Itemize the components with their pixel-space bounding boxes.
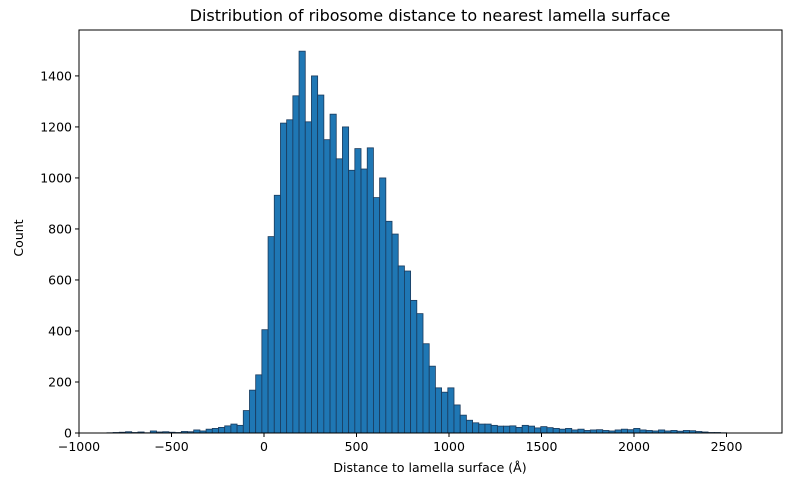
histogram-bar (311, 76, 317, 433)
histogram-bar (398, 266, 404, 433)
x-tick-label: 1500 (526, 439, 558, 454)
histogram-bar (559, 429, 565, 433)
histogram-bar (299, 51, 305, 433)
histogram-bar (634, 428, 640, 433)
histogram-bar (336, 159, 342, 433)
histogram-bar (349, 170, 355, 433)
x-tick-label: 2000 (618, 439, 650, 454)
y-axis-label: Count (11, 219, 26, 256)
histogram-bar (473, 423, 479, 433)
x-axis-ticks: −1000 −500 0 500 1000 1500 2000 2500 (58, 433, 743, 454)
histogram-bar (504, 426, 510, 433)
histogram-bar (578, 429, 584, 433)
histogram-bar (417, 314, 423, 433)
y-tick-label: 0 (64, 426, 72, 441)
histogram-bar (342, 127, 348, 433)
histogram-bar (305, 122, 311, 433)
histogram-bar (553, 428, 559, 433)
chart-title: Distribution of ribosome distance to nea… (190, 6, 671, 25)
histogram-bar (423, 344, 429, 433)
histogram-bar (231, 424, 237, 433)
histogram-bar (243, 411, 249, 433)
histogram-bar (404, 271, 410, 433)
histogram-bar (293, 96, 299, 433)
histogram-bar (212, 428, 218, 433)
histogram-bar (318, 95, 324, 433)
histogram-bar (411, 300, 417, 433)
histogram-bar (448, 388, 454, 433)
y-tick-label: 1000 (40, 170, 72, 185)
histogram-bar (621, 429, 627, 433)
y-axis-ticks: 0 200 400 600 800 1000 1200 1400 (40, 68, 79, 440)
histogram-bar (541, 427, 547, 433)
y-tick-label: 200 (48, 374, 72, 389)
histogram-bar (510, 426, 516, 433)
histogram-bar (460, 415, 466, 433)
histogram-bar (330, 114, 336, 433)
histogram-bar (528, 426, 534, 433)
histogram-bar (491, 425, 497, 433)
histogram-bar (479, 424, 485, 433)
histogram-bar (535, 428, 541, 433)
histogram-bar (386, 221, 392, 433)
x-tick-label: 500 (345, 439, 369, 454)
histogram-bar (373, 198, 379, 433)
histogram-bar (256, 375, 262, 433)
histogram-bar (355, 149, 361, 433)
histogram-bar (380, 178, 386, 433)
histogram-bar (522, 425, 528, 433)
y-tick-label: 400 (48, 323, 72, 338)
histogram-bar (324, 140, 330, 433)
x-tick-label: −500 (154, 439, 188, 454)
histogram-bar (485, 424, 491, 433)
histogram-bar (466, 420, 472, 433)
histogram-bar (280, 123, 286, 433)
histogram-bar (249, 390, 255, 433)
histogram-bar (454, 405, 460, 433)
histogram-bar (497, 426, 503, 433)
histogram-bar (361, 169, 367, 433)
y-tick-label: 1200 (40, 119, 72, 134)
x-tick-label: 2500 (711, 439, 743, 454)
histogram-bar (287, 120, 293, 433)
histogram-bar (429, 366, 435, 433)
y-tick-label: 800 (48, 221, 72, 236)
x-tick-label: −1000 (58, 439, 100, 454)
x-axis-label: Distance to lamella surface (Å) (333, 460, 526, 475)
bars-group (107, 51, 727, 433)
histogram-bar (442, 392, 448, 433)
x-tick-label: 1000 (433, 439, 465, 454)
histogram-bar (262, 330, 268, 433)
histogram-bar (516, 427, 522, 433)
histogram-bar (225, 426, 231, 433)
x-tick-label: 0 (260, 439, 268, 454)
y-tick-label: 600 (48, 272, 72, 287)
y-tick-label: 1400 (40, 68, 72, 83)
histogram-bar (206, 429, 212, 433)
histogram-bar (547, 428, 553, 433)
histogram-bar (566, 428, 572, 433)
histogram-bar (392, 234, 398, 433)
histogram-bar (435, 388, 441, 433)
histogram-bar (218, 427, 224, 433)
histogram-bar (268, 237, 274, 433)
histogram-bar (367, 148, 373, 433)
histogram-bar (274, 195, 280, 433)
histogram-bar (237, 425, 243, 433)
